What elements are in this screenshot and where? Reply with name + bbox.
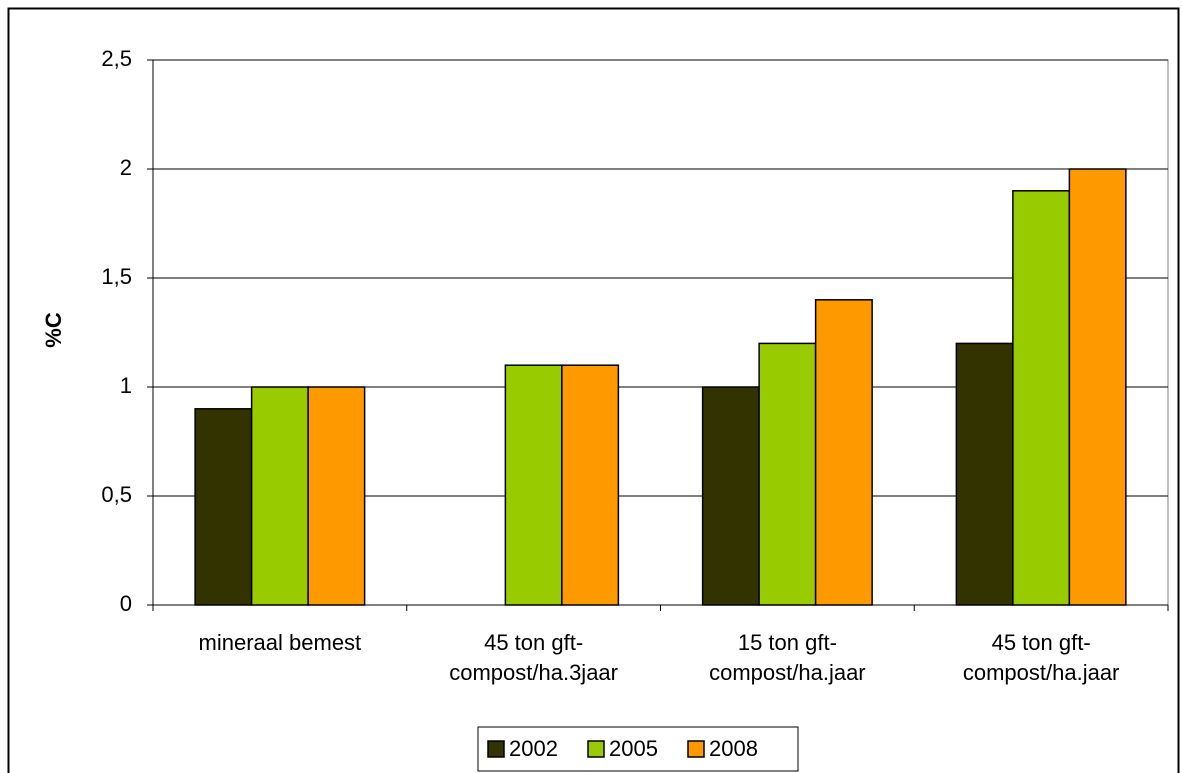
legend-label: 2008 <box>709 736 758 761</box>
x-tick-label: mineraal bemest <box>199 630 362 655</box>
bar <box>250 386 309 606</box>
legend-label: 2002 <box>509 736 558 761</box>
bar <box>561 364 620 606</box>
bar <box>758 342 817 606</box>
bar <box>194 408 253 606</box>
legend-swatch <box>487 740 505 758</box>
x-tick-label: 15 ton gft-compost/ha.jaar <box>709 630 866 685</box>
y-axis-title: %C <box>41 312 66 348</box>
legend-swatch <box>587 740 605 758</box>
bar <box>504 364 563 606</box>
y-tick-label: 0,5 <box>101 482 132 507</box>
bar <box>1012 190 1071 606</box>
legend-label: 2005 <box>609 736 658 761</box>
x-tick-label: 45 ton gft-compost/ha.3jaar <box>449 630 618 685</box>
bar <box>701 386 760 606</box>
bar <box>307 386 366 606</box>
y-tick-label: 1,5 <box>101 264 132 289</box>
legend-swatch <box>687 740 705 758</box>
bar <box>814 299 873 606</box>
legend-box <box>477 726 799 772</box>
y-tick-label: 1 <box>120 373 132 398</box>
y-tick-label: 2,5 <box>101 46 132 71</box>
bar <box>955 342 1014 606</box>
y-tick-label: 0 <box>120 591 132 616</box>
bar <box>1068 168 1127 606</box>
y-tick-label: 2 <box>120 155 132 180</box>
x-tick-label: 45 ton gft-compost/ha.jaar <box>963 630 1120 685</box>
